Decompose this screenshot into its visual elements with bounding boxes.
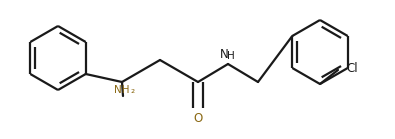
Text: O: O: [194, 112, 203, 125]
Text: NH: NH: [114, 85, 130, 95]
Text: H: H: [227, 51, 235, 61]
Text: ₂: ₂: [131, 85, 135, 95]
Text: N: N: [220, 48, 229, 61]
Text: Cl: Cl: [346, 61, 357, 75]
